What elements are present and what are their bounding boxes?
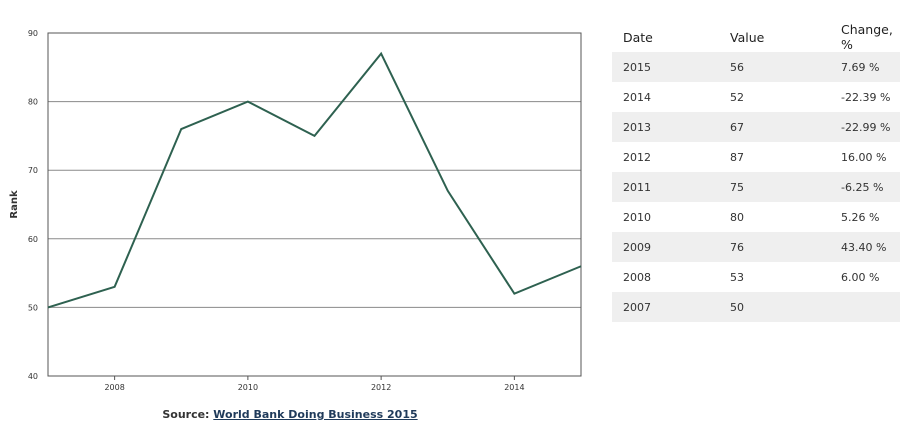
y-tick-label: 80 — [28, 98, 38, 107]
data-point — [447, 190, 449, 192]
x-tick-label: 2008 — [104, 383, 124, 392]
y-tick-label: 90 — [28, 29, 38, 38]
cell-date: 2008 — [623, 270, 651, 284]
header-value: Value — [730, 29, 765, 45]
source-link[interactable]: World Bank Doing Business 2015 — [213, 408, 418, 421]
x-tick-label: 2010 — [238, 383, 258, 392]
x-tick-label: 2012 — [371, 383, 391, 392]
cell-date: 2009 — [612, 232, 719, 262]
y-axis-label: Rank — [9, 190, 20, 219]
table-row: 2010 80 5.26 % — [612, 202, 900, 232]
data-table: Date Value Change, % 2015 56 7.69 % 2014 52… — [612, 22, 900, 322]
series-line-1 — [47, 51, 582, 309]
source-line: Source: World Bank Doing Business 2015 — [0, 408, 580, 421]
cell-value: 56 — [719, 52, 830, 82]
data-point — [380, 53, 382, 55]
data-point — [47, 306, 49, 308]
data-point — [180, 128, 182, 130]
cell-date: 2007 — [612, 292, 719, 322]
cell-change: 43.40 % — [830, 232, 900, 262]
cell-change: -6.25 % — [830, 172, 900, 202]
cell-value: 76 — [719, 232, 830, 262]
header-date: Date — [623, 29, 653, 45]
table-row: 2012 87 16.00 % — [612, 142, 900, 172]
cell-change — [830, 292, 900, 322]
y-tick-label: 60 — [28, 235, 38, 244]
table-row: 2015 56 7.69 % — [612, 52, 900, 82]
table-row: 2011 75 -6.25 % — [612, 172, 900, 202]
table-row: 2007 50 — [612, 292, 900, 322]
cell-value: 67 — [719, 112, 830, 142]
cell-date: 2014 — [623, 90, 651, 104]
cell-change: 7.69 % — [830, 52, 900, 82]
data-point — [580, 265, 582, 267]
cell-value: 87 — [730, 150, 744, 164]
data-point — [513, 293, 515, 295]
plot-frame — [47, 32, 582, 377]
y-tick-label: 50 — [28, 303, 38, 312]
cell-date: 2011 — [612, 172, 719, 202]
header-change: Change, % — [841, 22, 893, 52]
source-prefix: Source: — [162, 408, 214, 421]
cell-value: 75 — [719, 172, 830, 202]
data-point — [114, 286, 116, 288]
cell-change: 16.00 % — [841, 150, 887, 164]
cell-date: 2013 — [612, 112, 719, 142]
cell-change: -22.39 % — [841, 90, 891, 104]
table-row: 2008 53 6.00 % — [612, 262, 900, 292]
x-tick-label: 2014 — [504, 383, 524, 392]
cell-value: 53 — [730, 270, 744, 284]
data-point — [314, 135, 316, 137]
cell-date: 2012 — [623, 150, 651, 164]
data-point — [247, 101, 249, 103]
y-tick-label: 40 — [28, 372, 38, 381]
cell-value: 80 — [730, 210, 744, 224]
cell-date: 2010 — [623, 210, 651, 224]
cell-change: 6.00 % — [841, 270, 880, 284]
cell-value: 52 — [730, 90, 744, 104]
table-row: 2013 67 -22.99 % — [612, 112, 900, 142]
y-tick-label: 70 — [28, 166, 38, 175]
table-row: 2009 76 43.40 % — [612, 232, 900, 262]
cell-change: -22.99 % — [830, 112, 900, 142]
cell-date: 2015 — [612, 52, 719, 82]
table-header-row: Date Value Change, % — [612, 22, 900, 52]
cell-change: 5.26 % — [841, 210, 880, 224]
rank-line-chart: 40 50 60 70 80 90 2008 2010 2012 2014 Rank — [9, 29, 582, 392]
cell-value: 50 — [719, 292, 830, 322]
table-row: 2014 52 -22.39 % — [612, 82, 900, 112]
